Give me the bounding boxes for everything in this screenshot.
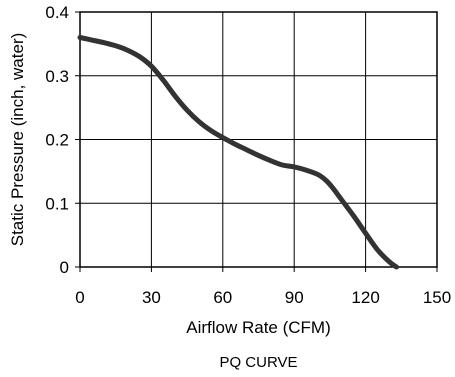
x-tick-label: 0: [75, 288, 84, 307]
y-tick-label: 0: [60, 258, 69, 277]
y-tick-label: 0.4: [45, 3, 69, 22]
y-tick-label: 0.1: [45, 194, 69, 213]
chart-caption: PQ CURVE: [219, 354, 297, 371]
x-axis-label: Airflow Rate (CFM): [186, 318, 331, 337]
x-tick-label: 120: [351, 288, 379, 307]
x-tick-label: 150: [423, 288, 451, 307]
grid-lines: [80, 12, 437, 267]
x-tick-label: 30: [142, 288, 161, 307]
x-axis-ticks: 0 30 60 90 120 150: [75, 267, 451, 307]
x-tick-label: 60: [213, 288, 232, 307]
y-tick-label: 0.3: [45, 67, 69, 86]
y-axis-label: Static Pressure (inch, water): [8, 33, 27, 247]
y-axis-ticks: 0 0.1 0.2 0.3 0.4: [45, 3, 80, 277]
pq-curve-line: [77, 35, 400, 270]
x-tick-label: 90: [285, 288, 304, 307]
y-tick-label: 0.2: [45, 131, 69, 150]
